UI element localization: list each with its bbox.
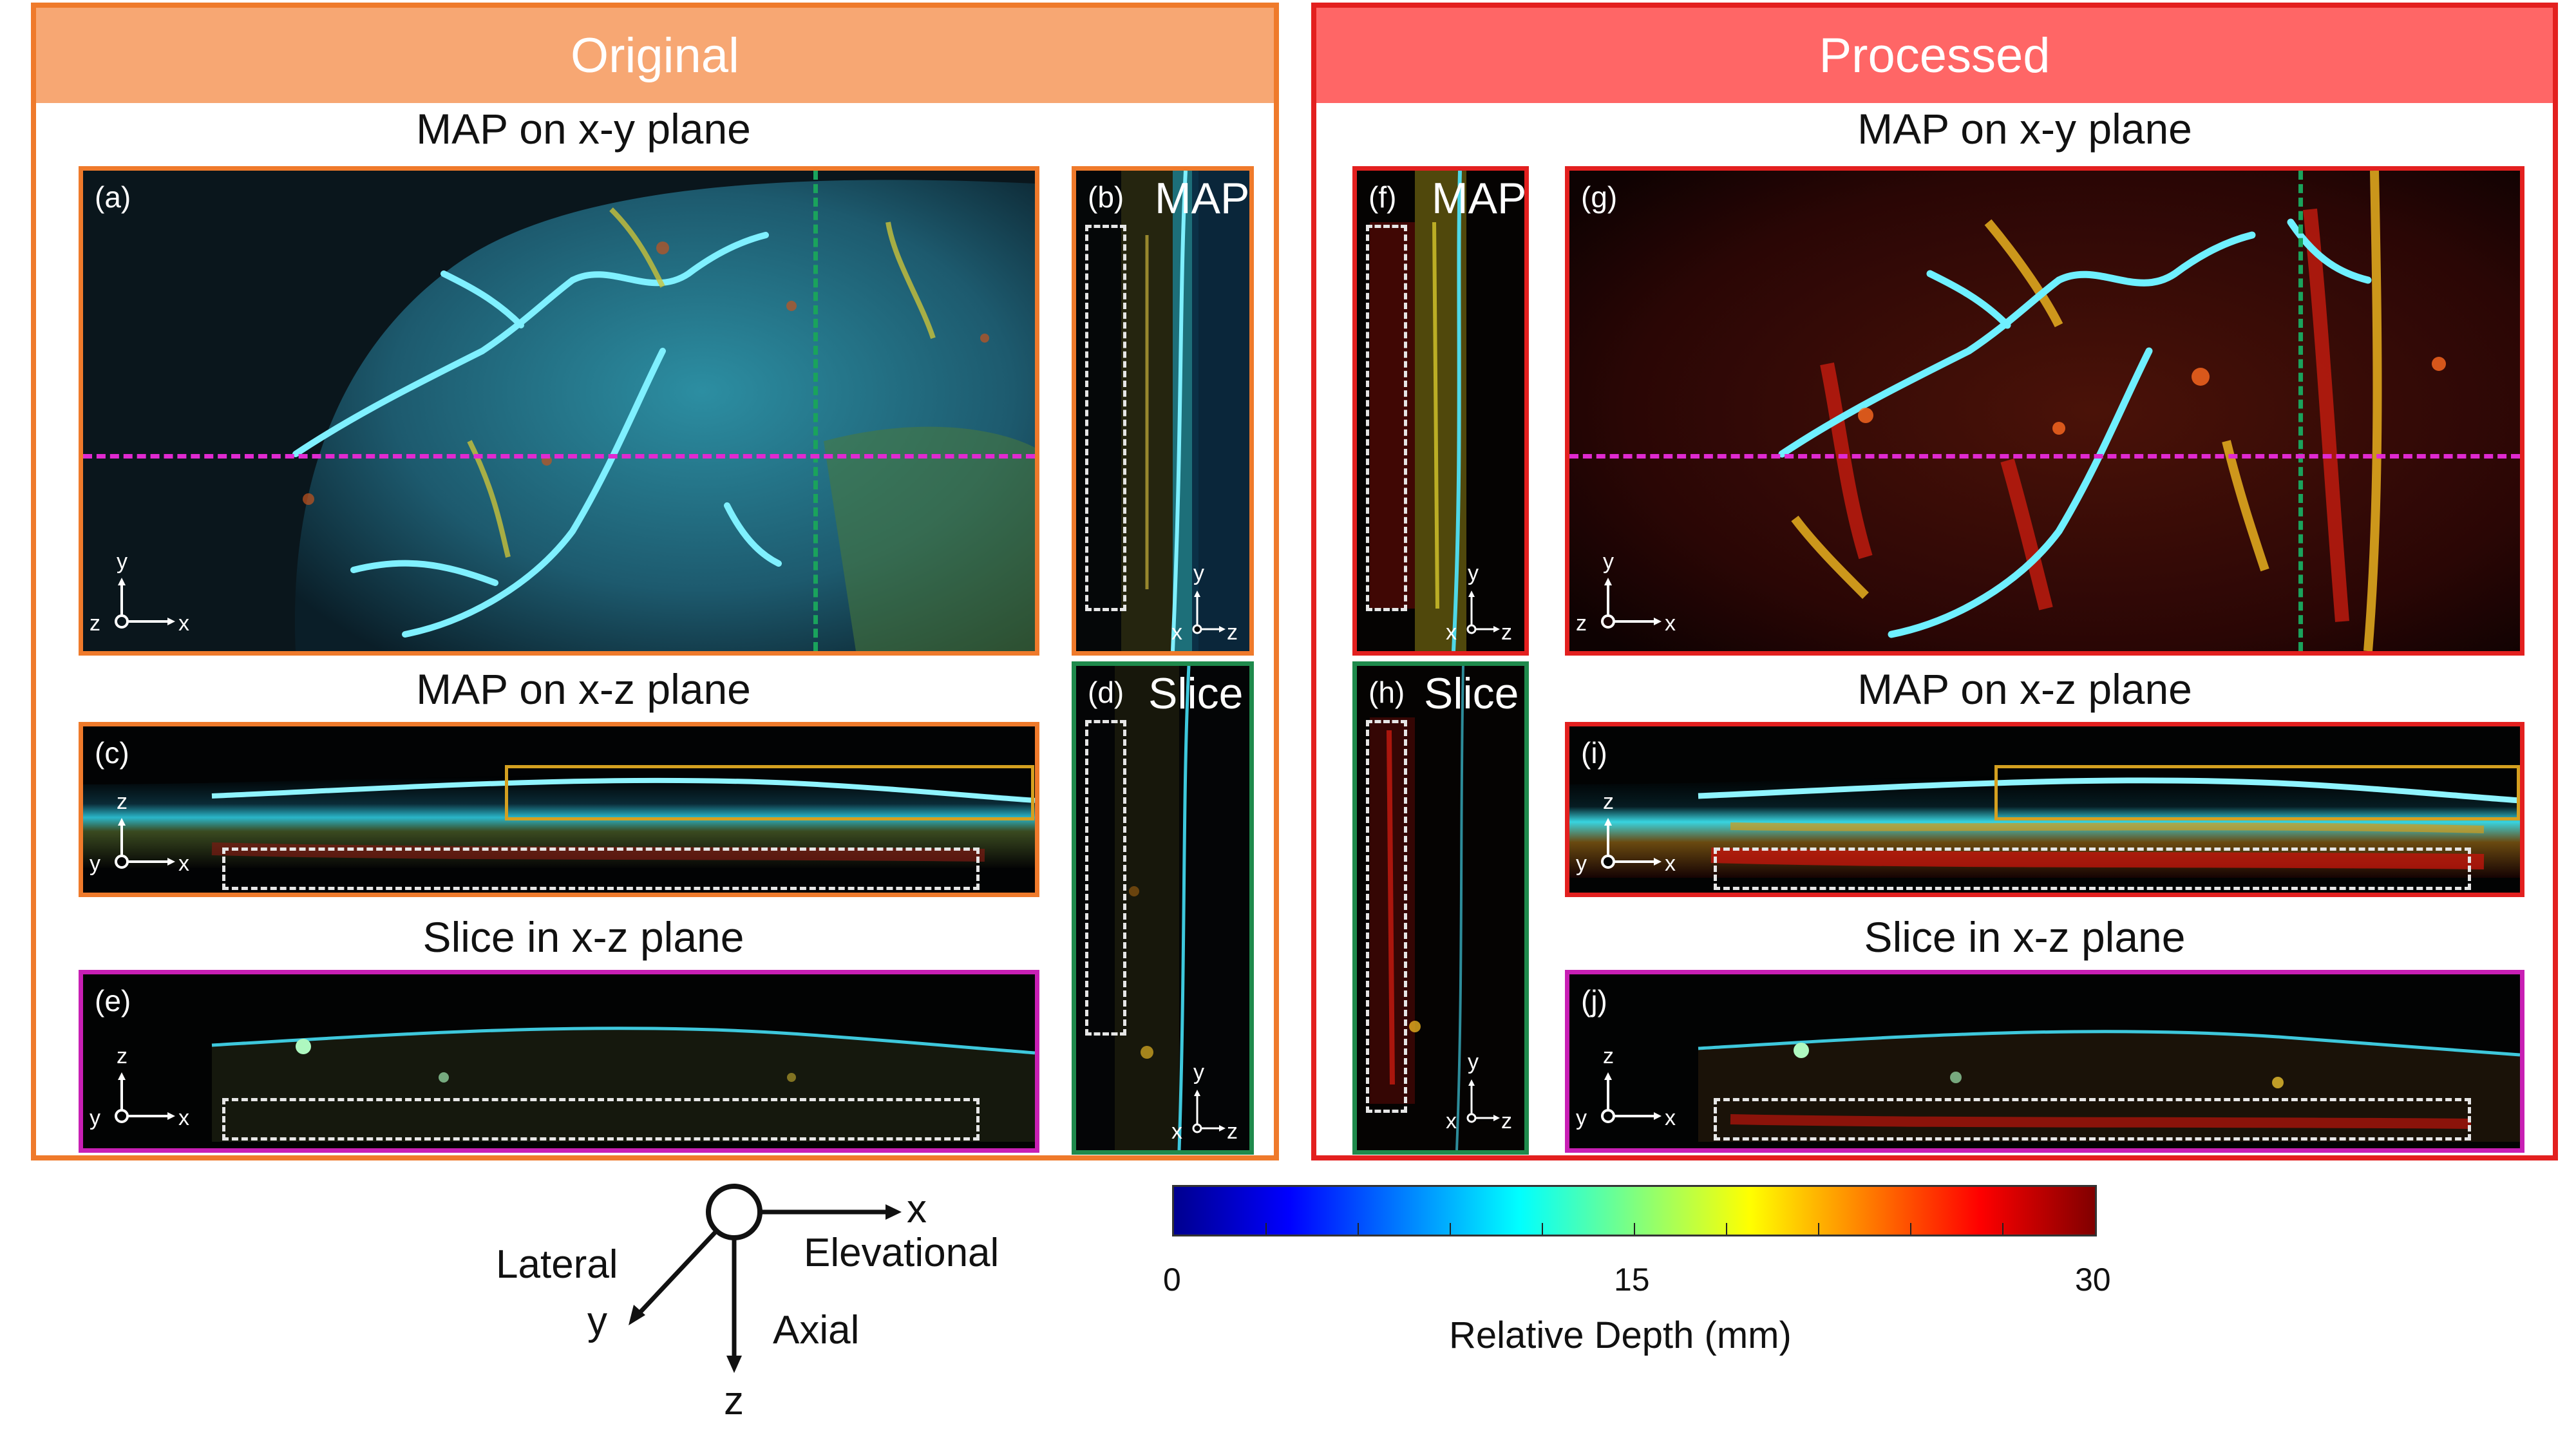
orientation-x-label: x: [907, 1187, 927, 1231]
panel-a-image: [83, 171, 1035, 651]
panel-i-image: [1569, 726, 2520, 893]
panel-e-axis-triad: z y x: [90, 1044, 189, 1130]
panel-f-image: [1357, 171, 1524, 651]
panel-b-word: MAP: [1155, 174, 1250, 223]
panel-b-label: (b): [1088, 180, 1124, 214]
panel-c-axis-triad: z y x: [90, 790, 189, 876]
panel-d-slice-yz-original: (d) Slice y x z: [1072, 661, 1254, 1155]
colorbar-min-label: 0: [1163, 1262, 1181, 1298]
processed-header: Processed: [1316, 8, 2553, 103]
orientation-axial-label: Axial: [773, 1308, 860, 1352]
panel-a-axis-triad: y z x: [90, 549, 189, 636]
panel-c-region-box: [505, 765, 1034, 820]
panel-i-region-box: [1994, 765, 2520, 820]
panel-i-axis-triad: z y x: [1576, 790, 1676, 876]
original-map-xz-title: MAP on x-z plane: [416, 665, 751, 713]
panel-h-axis-triad: y x z: [1446, 1050, 1512, 1133]
panel-h-word: Slice: [1424, 669, 1519, 718]
panel-b-map-yz-original: (b) MAP y x z: [1072, 166, 1254, 656]
panel-f-word: MAP: [1432, 174, 1527, 223]
processed-slice-xz-title: Slice in x-z plane: [1864, 913, 2186, 961]
panel-f-map-yz-processed: (f) MAP y x z: [1352, 166, 1529, 656]
orientation-elevational-label: Elevational: [804, 1231, 999, 1275]
panel-h-label: (h): [1368, 676, 1405, 709]
panel-h-image: [1357, 666, 1524, 1150]
panel-e-slice-xz-original: (e) z y x: [79, 970, 1039, 1153]
processed-group: Processed MAP on x-y plane MAP on x-z pl…: [1311, 3, 2558, 1160]
depth-colorbar: 0 15 30 Relative Depth (mm): [1146, 1179, 2112, 1385]
orientation-diagram: [629, 1184, 902, 1373]
panel-j-label: (j): [1581, 984, 1607, 1018]
panel-g-map-xy-processed: (g) y z x: [1565, 166, 2524, 656]
original-map-xy-title: MAP on x-y plane: [416, 105, 751, 153]
panel-d-label: (d): [1088, 676, 1124, 709]
panel-a-label: (a): [95, 180, 131, 214]
original-group: Original MAP on x-y plane MAP on x-z pla…: [31, 3, 1279, 1160]
panel-j-slice-xz-processed: (j) z y x: [1565, 970, 2524, 1153]
panel-i-label: (i): [1581, 736, 1607, 770]
orientation-y-label: y: [587, 1299, 607, 1343]
colorbar-max-label: 30: [2075, 1262, 2111, 1298]
panel-h-slice-yz-processed: (h) Slice y x z: [1352, 661, 1529, 1155]
original-title: Original: [571, 28, 739, 83]
orientation-legend: x Elevational Lateral y Axial z: [451, 1172, 1095, 1443]
panel-g-label: (g): [1581, 180, 1618, 214]
colorbar-title: Relative Depth (mm): [1449, 1314, 1792, 1356]
panel-g-axis-triad: y z x: [1576, 549, 1676, 636]
original-slice-xz-title: Slice in x-z plane: [422, 913, 744, 961]
panel-i-map-xz-processed: (i) z y x: [1565, 722, 2524, 897]
panel-f-label: (f): [1368, 180, 1397, 214]
panel-j-axis-triad: z y x: [1576, 1044, 1676, 1130]
panel-d-axis-triad: y x z: [1171, 1060, 1238, 1144]
processed-title: Processed: [1819, 28, 2050, 83]
orientation-z-label: z: [724, 1379, 744, 1423]
panel-g-image: [1569, 171, 2520, 651]
processed-map-xz-title: MAP on x-z plane: [1857, 665, 2192, 713]
panel-a-map-xy-original: (a) y z x: [79, 166, 1039, 656]
colorbar-mid-label: 15: [1614, 1262, 1650, 1298]
original-header: Original: [36, 8, 1274, 103]
panel-d-word: Slice: [1148, 669, 1244, 718]
panel-e-label: (e): [95, 984, 131, 1018]
colorbar-gradient: [1172, 1185, 2097, 1236]
processed-map-xy-title: MAP on x-y plane: [1857, 105, 2192, 153]
panel-b-image: [1076, 171, 1249, 651]
panel-c-map-xz-original: (c) z y x: [79, 722, 1039, 897]
panel-c-label: (c): [95, 736, 129, 770]
orientation-lateral-label: Lateral: [496, 1242, 618, 1287]
panel-j-image: [1569, 974, 2520, 1148]
panel-b-axis-triad: y x z: [1171, 561, 1238, 645]
panel-e-image: [83, 974, 1035, 1148]
panel-c-image: [83, 726, 1035, 893]
panel-f-axis-triad: y x z: [1446, 561, 1512, 645]
